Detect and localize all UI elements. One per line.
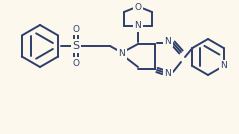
Text: O: O xyxy=(72,25,80,34)
Text: O: O xyxy=(72,59,80,68)
Text: N: N xyxy=(220,62,227,70)
Text: O: O xyxy=(135,3,141,12)
Text: N: N xyxy=(135,21,141,31)
Text: N: N xyxy=(119,49,125,59)
Text: S: S xyxy=(72,41,80,51)
Text: N: N xyxy=(165,70,171,79)
Text: N: N xyxy=(165,36,171,46)
